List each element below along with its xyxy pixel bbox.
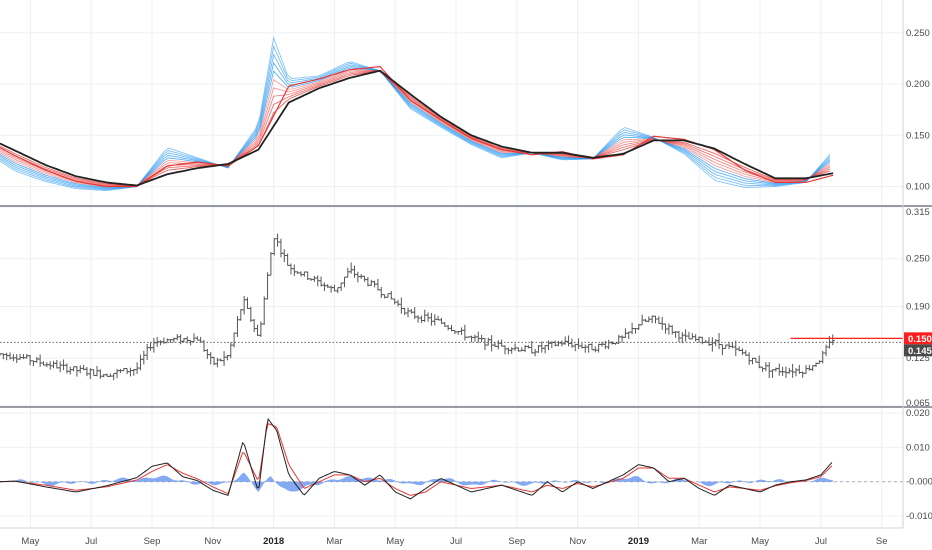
grid-layer <box>0 0 903 528</box>
long-ema-line <box>0 69 834 187</box>
y-tick-label-price-4: 0.315 <box>906 207 930 218</box>
x-tick-label-10: 2019 <box>628 536 649 547</box>
ribbon-ema-6 <box>0 70 831 187</box>
ribbon-ema-8 <box>0 70 831 187</box>
x-tick-label-12: May <box>751 536 769 547</box>
x-tick-label-5: Mar <box>326 536 342 547</box>
x-tick-label-8: Sep <box>508 536 525 547</box>
prev-close-label: 0.145 <box>908 346 932 357</box>
x-tick-label-13: Jul <box>815 536 827 547</box>
y-tick-label-price-3: 0.250 <box>906 254 930 265</box>
prev-close-badge <box>904 344 932 357</box>
y-tick-label-oscillator-0: 0.020 <box>906 408 930 419</box>
y-tick-label-price-0: 0.065 <box>906 398 930 409</box>
x-tick-label-1: Jul <box>85 536 97 547</box>
last-price-label: 0.150 <box>908 334 932 345</box>
last-price-badge <box>904 332 932 345</box>
y-tick-label-ribbon-0: 0.100 <box>906 182 930 193</box>
y-tick-label-ribbon-1: 0.150 <box>906 130 930 141</box>
ohlc-bars <box>0 233 835 381</box>
y-tick-label-price-1: 0.125 <box>906 353 930 364</box>
ribbon-ema-3 <box>0 61 831 189</box>
x-tick-label-0: May <box>21 536 39 547</box>
y-tick-label-ribbon-2: 0.200 <box>906 79 930 90</box>
macd-histogram <box>15 472 834 493</box>
ribbon-ema-2 <box>0 53 831 190</box>
macd-line <box>0 417 833 500</box>
x-tick-label-3: Nov <box>204 536 221 547</box>
ribbon-ema-1 <box>0 44 831 191</box>
x-tick-label-7: Jul <box>450 536 462 547</box>
signal-line <box>0 423 833 496</box>
x-tick-label-9: Nov <box>569 536 586 547</box>
x-tick-label-6: May <box>386 536 404 547</box>
ribbon-ema-7 <box>0 70 831 187</box>
y-tick-label-ribbon-3: 0.250 <box>906 28 930 39</box>
x-tick-label-4: 2018 <box>263 536 284 547</box>
y-tick-label-price-2: 0.190 <box>906 302 930 313</box>
y-tick-label-oscillator-2: -0.000 <box>906 477 932 488</box>
ribbon-ema-slow <box>0 65 834 188</box>
x-tick-label-2: Sep <box>144 536 161 547</box>
ribbon-ema-9 <box>0 70 831 187</box>
x-tick-label-11: Mar <box>691 536 707 547</box>
ribbon-ema-5 <box>0 68 831 188</box>
y-tick-label-oscillator-3: -0.010 <box>906 511 932 522</box>
x-tick-label-14: Se <box>876 536 888 547</box>
y-tick-label-oscillator-1: 0.010 <box>906 442 930 453</box>
series-layer <box>0 36 903 500</box>
